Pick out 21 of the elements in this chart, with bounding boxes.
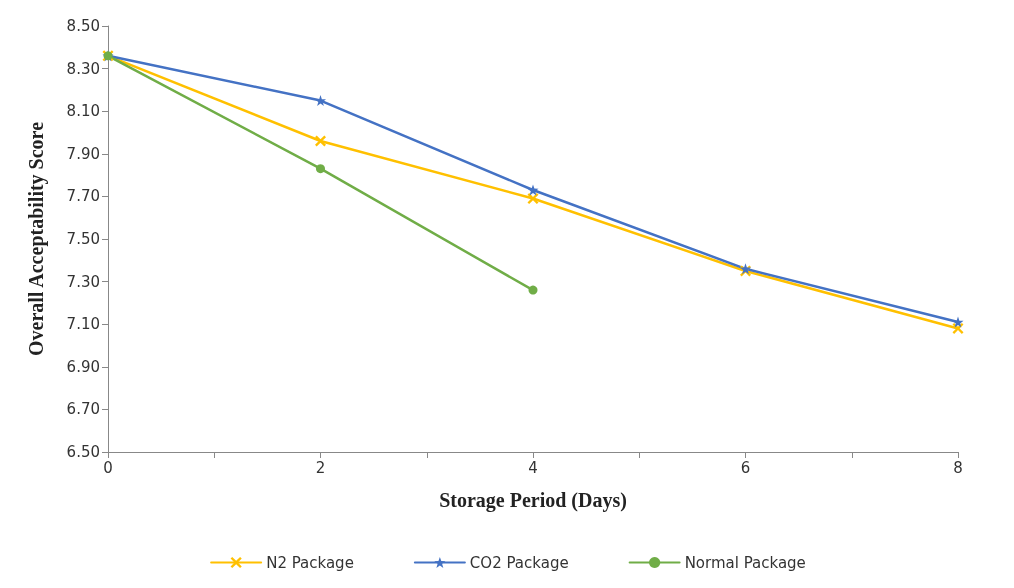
y-tick-label: 8.50: [66, 17, 100, 35]
x-tick-label: 0: [103, 458, 113, 477]
y-tick-label: 8.10: [66, 102, 100, 121]
y-tick-label: 7.10: [66, 315, 100, 334]
y-tick-label: 7.50: [66, 230, 100, 248]
legend-label: CO2 Package: [469, 553, 569, 572]
x-tick-label: 4: [528, 458, 538, 477]
y-tick-label: 6.70: [66, 400, 100, 419]
y-tick-label: 7.70: [66, 187, 100, 206]
legend-label: N2 Package: [266, 553, 354, 572]
y-tick-label: 6.50: [66, 443, 100, 461]
x-tick-label: 6: [740, 458, 751, 477]
y-axis-title: Overall Acceptability Score: [25, 121, 48, 357]
y-tick-label: 7.30: [66, 272, 100, 291]
x-tick-label: 8: [953, 458, 963, 477]
y-tick-label: 8.30: [66, 59, 100, 78]
legend-label: Normal Package: [684, 553, 806, 572]
x-tick-label: 2: [315, 458, 326, 477]
x-axis-title: Storage Period (Days): [439, 489, 627, 512]
y-tick-label: 6.90: [66, 357, 100, 376]
y-tick-label: 7.90: [66, 144, 100, 163]
